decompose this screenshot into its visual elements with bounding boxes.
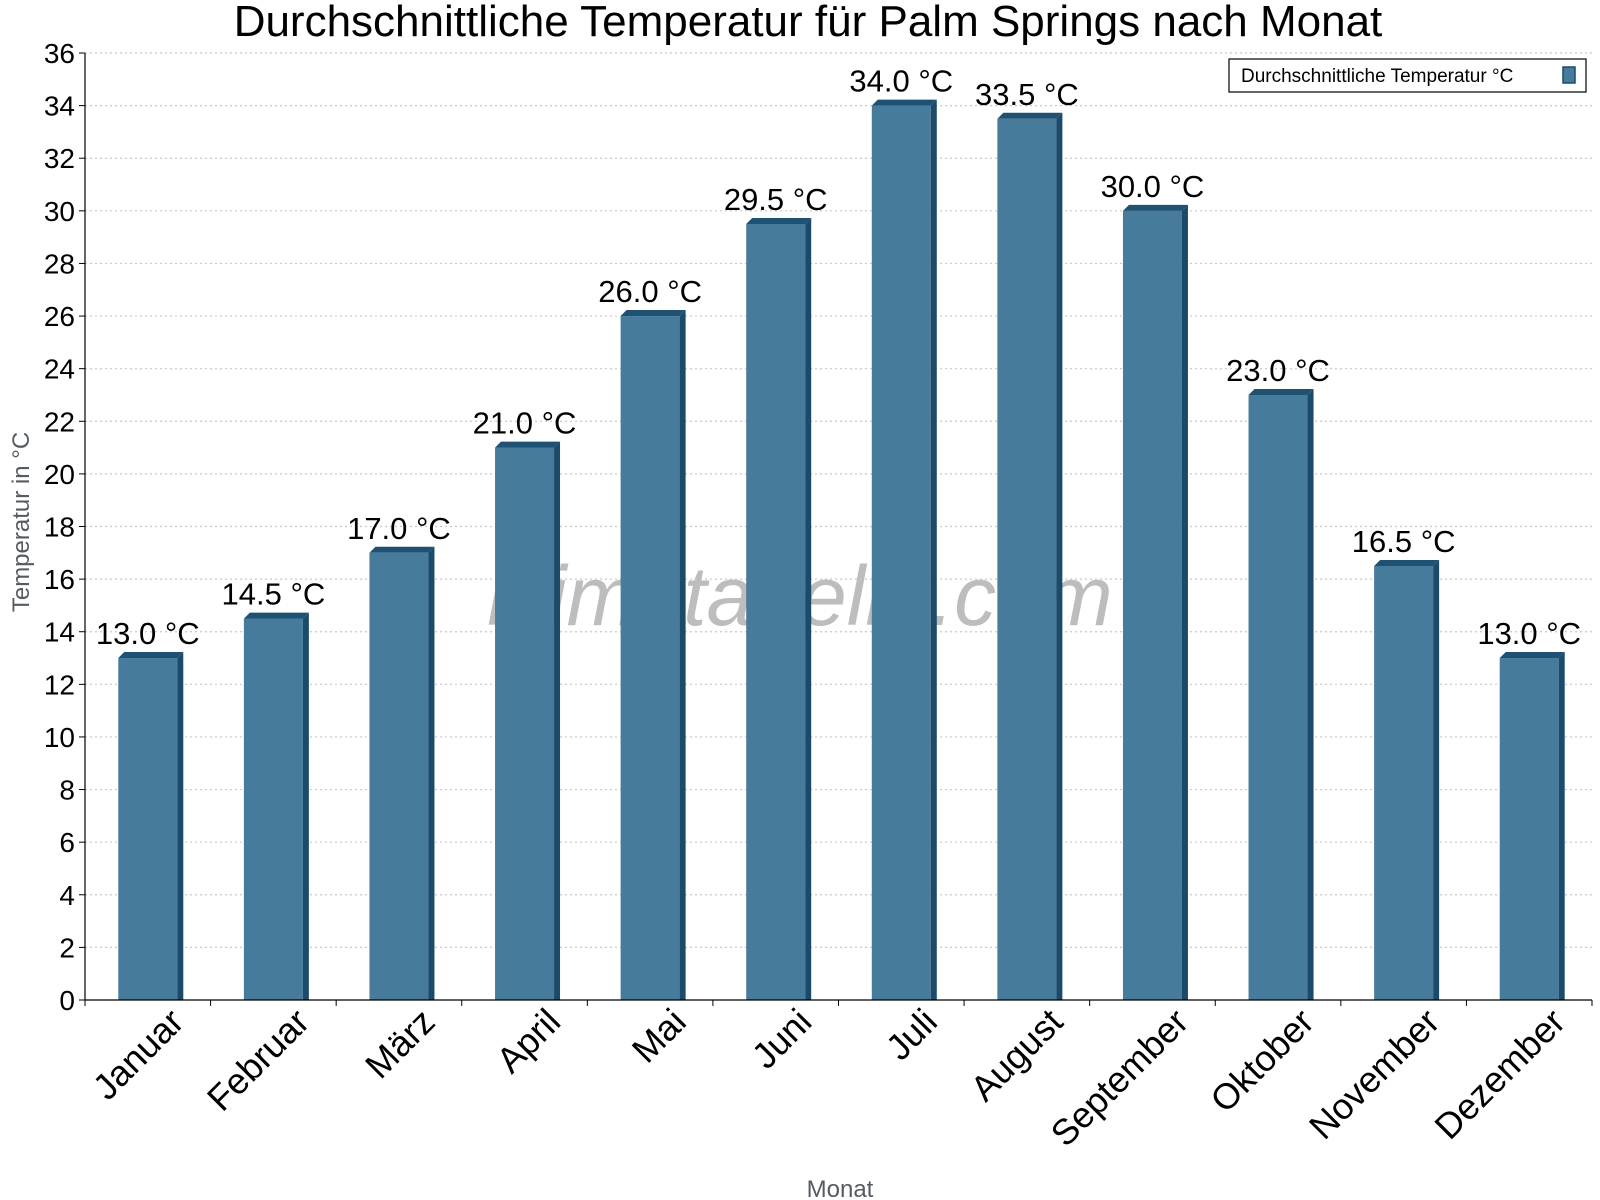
- x-axis-title: Monat: [807, 1176, 874, 1200]
- y-tick-label: 16: [44, 564, 75, 595]
- bar-side: [930, 99, 937, 1001]
- y-tick-label: 24: [44, 354, 75, 385]
- bar-side: [679, 310, 686, 1000]
- y-tick-label: 2: [59, 932, 75, 963]
- y-tick-label: 22: [44, 406, 75, 437]
- gridlines: [85, 52, 1592, 948]
- y-tick-label: 26: [44, 301, 75, 332]
- x-tick-label: Oktober: [1202, 1001, 1322, 1121]
- data-label: 30.0 °C: [1101, 169, 1205, 204]
- bar-side: [805, 217, 812, 1001]
- y-tick-label: 12: [44, 669, 75, 700]
- data-label: 14.5 °C: [222, 577, 326, 612]
- y-tick-label: 32: [44, 143, 75, 174]
- data-label: 29.5 °C: [724, 182, 828, 217]
- bar-top: [997, 112, 1063, 119]
- bar: [1374, 565, 1434, 1000]
- x-tick-labels: Januar Februar März April Mai Juni Juli AugustS…: [85, 1001, 1573, 1155]
- bar: [746, 223, 806, 1001]
- x-tick-label: Dezember: [1426, 1001, 1572, 1147]
- bar: [997, 118, 1057, 1000]
- y-axis-title: Temperatur in °C: [8, 432, 35, 612]
- bar: [620, 316, 680, 1000]
- bar: [1248, 394, 1308, 1000]
- bar-side: [1307, 388, 1314, 1000]
- y-tick-label: 0: [59, 985, 75, 1016]
- data-label: 17.0 °C: [347, 511, 451, 546]
- x-tick-label: April: [488, 1001, 568, 1081]
- y-tick-label: 36: [44, 38, 75, 69]
- bars: [118, 99, 1565, 1001]
- y-tick-label: 14: [44, 617, 75, 648]
- data-label: 13.0 °C: [1477, 616, 1581, 651]
- bar-top: [243, 612, 309, 619]
- data-label: 21.0 °C: [473, 406, 577, 441]
- data-label: 26.0 °C: [598, 274, 702, 309]
- y-tick-label: 34: [44, 91, 75, 122]
- data-label: 13.0 °C: [96, 616, 200, 651]
- bar-side: [1181, 204, 1188, 1001]
- y-tick-label: 4: [59, 880, 75, 911]
- axes: [79, 52, 1593, 1006]
- bar: [495, 447, 555, 1000]
- x-tick-label: Mai: [624, 1001, 694, 1071]
- x-tick-label: August: [962, 1001, 1070, 1109]
- bar-side: [1433, 559, 1440, 1000]
- bar: [871, 105, 931, 1001]
- y-tick-label: 10: [44, 722, 75, 753]
- bar: [1499, 658, 1559, 1000]
- bar-side: [1056, 112, 1063, 1000]
- y-tick-label: 6: [59, 827, 75, 858]
- x-tick-label: Januar: [85, 1001, 192, 1108]
- bar-top: [1374, 559, 1440, 566]
- bar: [369, 552, 429, 1000]
- bar-side: [1558, 652, 1565, 1000]
- x-tick-label: September: [1043, 1001, 1197, 1155]
- y-tick-label: 30: [44, 196, 75, 227]
- legend-box: [1228, 58, 1587, 93]
- bar-top: [118, 652, 184, 659]
- bar-top: [620, 310, 686, 317]
- bar-top: [1499, 652, 1565, 659]
- data-label: 16.5 °C: [1352, 524, 1456, 559]
- y-tick-label: 28: [44, 248, 75, 279]
- x-tick-label: März: [357, 1001, 443, 1087]
- data-label: 34.0 °C: [849, 64, 953, 99]
- y-tick-label: 18: [44, 512, 75, 543]
- bar: [243, 618, 303, 1000]
- bar-top: [746, 217, 812, 224]
- bar-top: [1122, 204, 1188, 211]
- x-tick-label: November: [1301, 1001, 1447, 1147]
- data-label: 23.0 °C: [1226, 353, 1330, 388]
- chart-title: Durchschnittliche Temperatur für Palm Sp…: [234, 0, 1383, 46]
- bar-side: [302, 612, 309, 1000]
- legend-swatch: [1562, 66, 1576, 84]
- bar-top: [1248, 388, 1314, 395]
- legend: Durchschnittliche Temperatur °C: [1228, 58, 1587, 93]
- data-label: 33.5 °C: [975, 77, 1079, 112]
- x-tick-label: Februar: [199, 1001, 317, 1119]
- x-tick-label: Juni: [744, 1001, 820, 1077]
- bar-top: [369, 546, 435, 553]
- bar-top: [495, 441, 561, 448]
- bar-side: [177, 652, 184, 1000]
- bar: [118, 658, 178, 1000]
- data-labels: 13.0 °C 14.5 °C 17.0 °C 21.0 °C 26.0 °C 29.5 …: [96, 64, 1581, 651]
- bar-top: [871, 99, 937, 106]
- y-tick-label: 20: [44, 459, 75, 490]
- y-tick-label: 8: [59, 775, 75, 806]
- bar-side: [428, 546, 435, 1000]
- bar-side: [554, 441, 561, 1000]
- legend-label: Durchschnittliche Temperatur °C: [1241, 66, 1513, 87]
- x-tick-label: Juli: [878, 1001, 945, 1068]
- bar: [1122, 210, 1182, 1001]
